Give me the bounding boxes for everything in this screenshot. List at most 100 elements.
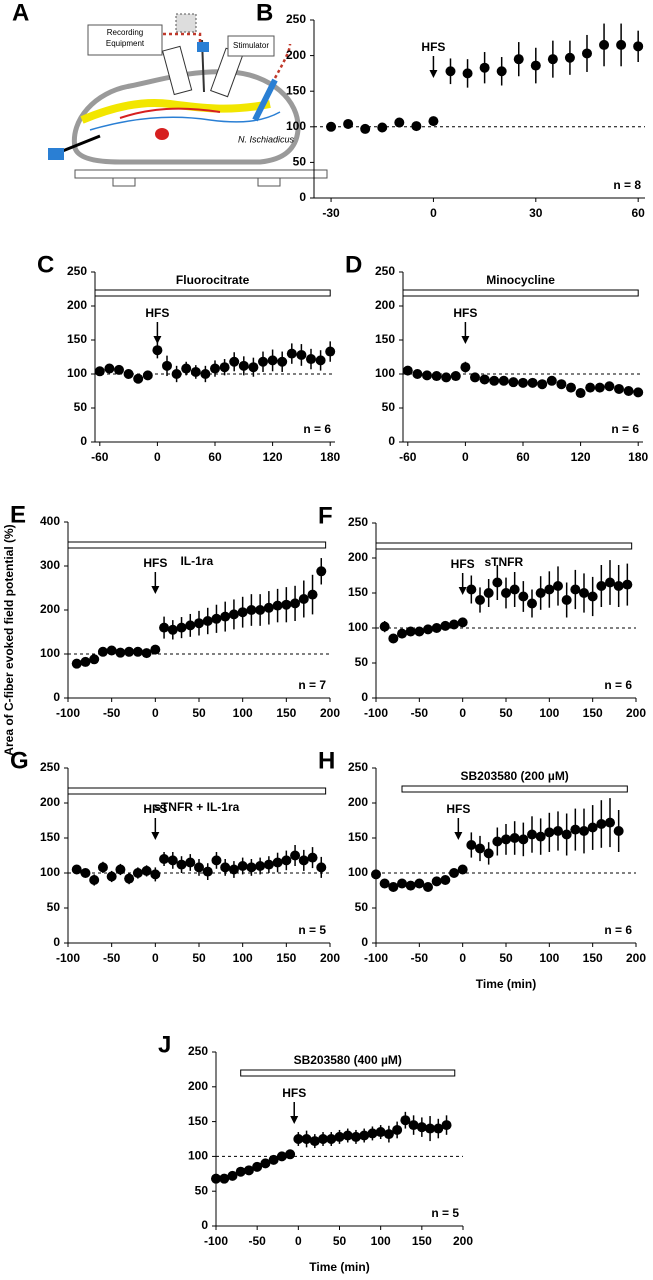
data-point (115, 647, 126, 658)
y-tick-label: 200 (375, 298, 395, 312)
data-point (462, 68, 473, 79)
data-point (71, 658, 82, 669)
data-point (527, 377, 538, 388)
x-tick-label: 50 (192, 951, 206, 965)
panel-letter: C (37, 251, 54, 278)
data-point (325, 346, 336, 357)
x-tick-label: 0 (459, 706, 466, 720)
y-tick-label: 200 (286, 48, 306, 62)
y-tick-label: 50 (293, 155, 307, 169)
x-tick-label: -60 (91, 450, 109, 464)
data-point (575, 388, 586, 399)
data-point (124, 873, 135, 884)
data-point (428, 116, 439, 127)
data-point (400, 1115, 411, 1126)
data-point (579, 588, 589, 598)
schematic: A Recording Equipment Stimulator N. Isch… (12, 0, 328, 187)
y-tick-label: 0 (299, 190, 306, 204)
data-point (298, 855, 309, 866)
y-tick-label: 50 (195, 1183, 209, 1197)
x-tick-label: 50 (499, 706, 513, 720)
data-point (227, 1170, 238, 1181)
x-tick-label: -50 (411, 706, 429, 720)
panel-letter: J (158, 1031, 171, 1058)
treatment-label: SB203580 (200 µM) (461, 769, 569, 783)
data-point (301, 1134, 312, 1144)
data-point (537, 379, 548, 390)
data-point (422, 370, 432, 381)
treatment-label: SB203580 (400 µM) (294, 1053, 402, 1067)
data-point (501, 588, 511, 598)
amplifier (175, 13, 197, 33)
data-point (388, 633, 399, 644)
data-point (167, 855, 178, 866)
data-point (470, 372, 480, 383)
data-point (286, 348, 297, 359)
data-point (318, 1134, 329, 1144)
data-point (530, 60, 541, 71)
data-point (290, 850, 301, 861)
y-tick-label: 100 (67, 366, 87, 380)
data-point (162, 360, 172, 371)
data-point (267, 355, 278, 366)
n-label: n = 5 (431, 1206, 459, 1220)
x-tick-label: -30 (322, 206, 340, 220)
x-tick-label: -100 (204, 1234, 228, 1248)
data-point (238, 360, 249, 371)
y-tick-label: 0 (80, 434, 87, 448)
y-tick-label: 100 (40, 865, 60, 879)
hfs-arrowhead (461, 336, 470, 344)
y-tick-label: 150 (188, 1114, 208, 1128)
y-tick-label: 200 (40, 795, 60, 809)
data-point (371, 869, 381, 880)
data-point (383, 1129, 394, 1140)
y-tick-label: 250 (40, 760, 60, 774)
data-point (141, 865, 152, 876)
data-point (564, 52, 575, 63)
data-point (587, 822, 598, 833)
data-point (307, 852, 318, 863)
data-point (141, 648, 152, 659)
data-point (416, 1122, 427, 1133)
hfs-label: HFS (446, 802, 470, 816)
panel: C 0 50 100 150 200 250 -60 0 60 120 180 Fluorocitrat… (37, 251, 341, 464)
data-point (334, 1131, 345, 1142)
data-point (71, 864, 82, 875)
data-point (220, 862, 231, 873)
data-point (613, 581, 624, 591)
y-tick-label: 100 (348, 620, 368, 634)
x-tick-label: -50 (103, 951, 121, 965)
y-tick-label: 100 (40, 646, 60, 660)
data-point (171, 369, 182, 379)
data-point (498, 375, 509, 386)
data-point (246, 862, 257, 873)
data-point (277, 356, 288, 367)
panel: F 0 50 100 150 200 250 -100 -50 0 50 100 150 200 sTNFR… (318, 502, 646, 720)
data-point (405, 880, 416, 891)
treatment-label: sTNFR (484, 555, 523, 569)
data-point (248, 362, 259, 373)
y-tick-label: 0 (361, 690, 368, 704)
y-tick-label: 150 (40, 830, 60, 844)
hfs-arrowhead (151, 586, 160, 594)
data-point (123, 369, 134, 379)
y-tick-label: 50 (74, 400, 88, 414)
hfs-label: HFS (421, 40, 445, 54)
data-point (614, 383, 624, 394)
treatment-bar (375, 542, 633, 550)
data-point (115, 864, 126, 875)
data-point (509, 833, 520, 843)
data-point (441, 372, 452, 383)
data-point (604, 381, 615, 392)
panel: J 0 50 100 150 200 250 -100 -50 0 50 100 150 200 SB203… (158, 1031, 473, 1274)
data-point (570, 584, 581, 595)
data-point (613, 826, 624, 836)
data-point (281, 855, 292, 866)
data-point (228, 609, 239, 620)
data-point (535, 831, 546, 842)
panel-letter: B (256, 0, 273, 26)
data-point (633, 41, 644, 52)
data-point (281, 599, 292, 610)
hfs-arrowhead (458, 587, 467, 595)
n-label: n = 5 (298, 923, 326, 937)
